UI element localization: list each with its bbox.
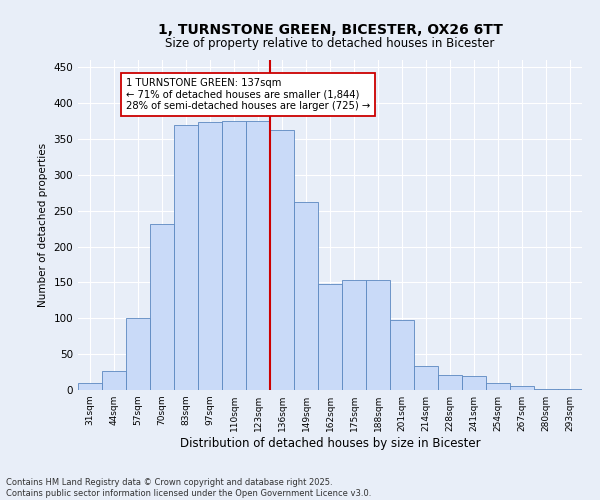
Bar (462, 376, 486, 390)
Bar (414, 366, 438, 390)
Bar (558, 388, 582, 390)
Bar (510, 386, 534, 390)
Bar (102, 372, 126, 390)
Bar (342, 280, 366, 390)
Bar (486, 383, 510, 390)
Bar (246, 121, 270, 390)
Bar (390, 320, 414, 390)
X-axis label: Distribution of detached houses by size in Bicester: Distribution of detached houses by size … (179, 437, 481, 450)
Text: 1, TURNSTONE GREEN, BICESTER, OX26 6TT: 1, TURNSTONE GREEN, BICESTER, OX26 6TT (158, 22, 502, 36)
Bar (366, 280, 390, 390)
Bar (174, 124, 198, 390)
Text: 1 TURNSTONE GREEN: 137sqm
← 71% of detached houses are smaller (1,844)
28% of se: 1 TURNSTONE GREEN: 137sqm ← 71% of detac… (126, 78, 370, 111)
Text: Contains HM Land Registry data © Crown copyright and database right 2025.
Contai: Contains HM Land Registry data © Crown c… (6, 478, 371, 498)
Bar (438, 375, 462, 390)
Y-axis label: Number of detached properties: Number of detached properties (38, 143, 48, 307)
Bar (150, 224, 174, 390)
Bar (534, 388, 558, 390)
Bar (126, 318, 150, 390)
Text: Size of property relative to detached houses in Bicester: Size of property relative to detached ho… (166, 38, 494, 51)
Bar (222, 121, 246, 390)
Bar (270, 130, 294, 390)
Bar (294, 202, 318, 390)
Bar (78, 383, 102, 390)
Bar (198, 122, 222, 390)
Bar (318, 284, 342, 390)
